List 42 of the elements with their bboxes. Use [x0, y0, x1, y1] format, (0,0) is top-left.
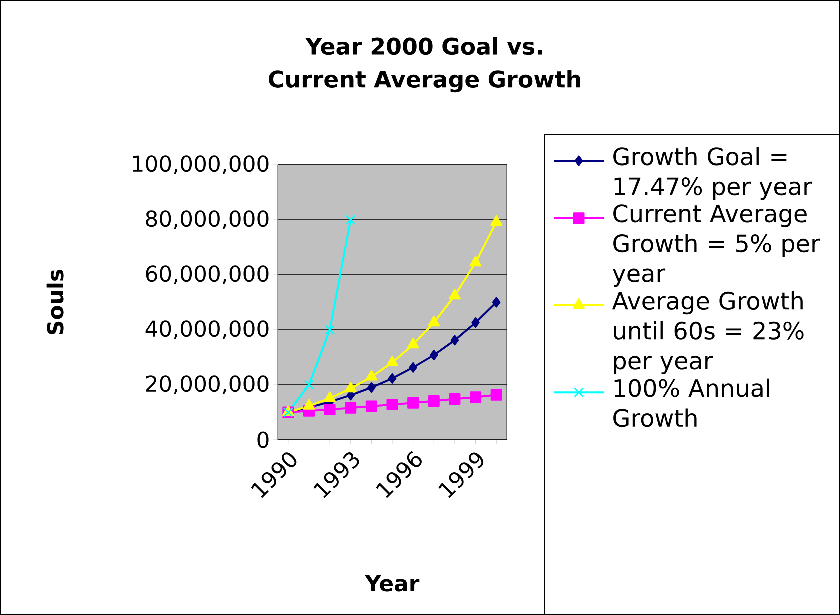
point — [470, 256, 482, 267]
point — [407, 338, 420, 349]
point — [368, 382, 376, 393]
y-tick-label: 100,000,000 — [133, 156, 269, 174]
point — [470, 392, 482, 404]
point — [388, 373, 397, 384]
point — [346, 215, 356, 225]
point — [472, 318, 480, 328]
legend-label: Average Growth until 60s = 23% per year — [612, 292, 804, 374]
point — [428, 395, 440, 407]
point — [408, 397, 420, 409]
point — [409, 362, 418, 373]
legend-label: Growth Goal = 17.47% per year — [614, 147, 812, 200]
point — [303, 399, 316, 410]
y-axis-title: Souls — [46, 270, 64, 334]
point — [366, 370, 378, 381]
point — [366, 400, 378, 412]
legend-label: Current Average Growth = 5% per year — [612, 204, 820, 288]
point — [324, 404, 336, 416]
point — [386, 356, 398, 366]
point — [449, 394, 461, 406]
point — [325, 325, 336, 335]
point — [490, 389, 502, 401]
point — [450, 335, 460, 346]
point — [430, 350, 438, 361]
chart-title: Year 2000 Goal vs. Current Average Growth — [269, 37, 580, 93]
y-tick-label: 0 — [258, 432, 269, 448]
point — [345, 402, 357, 414]
point — [492, 297, 501, 308]
y-tick-label: 40,000,000 — [146, 320, 269, 340]
y-tick-label: 80,000,000 — [146, 210, 269, 230]
x-axis-title: Year — [365, 576, 420, 592]
legend-label: 100% Annual Growth — [614, 378, 770, 428]
point — [324, 392, 336, 402]
point — [386, 399, 398, 411]
point — [490, 215, 503, 226]
y-tick-label: 20,000,000 — [146, 376, 269, 394]
point — [449, 289, 461, 300]
point — [428, 316, 440, 327]
point — [344, 382, 357, 393]
y-tick-label: 60,000,000 — [146, 266, 269, 284]
point — [304, 380, 314, 390]
